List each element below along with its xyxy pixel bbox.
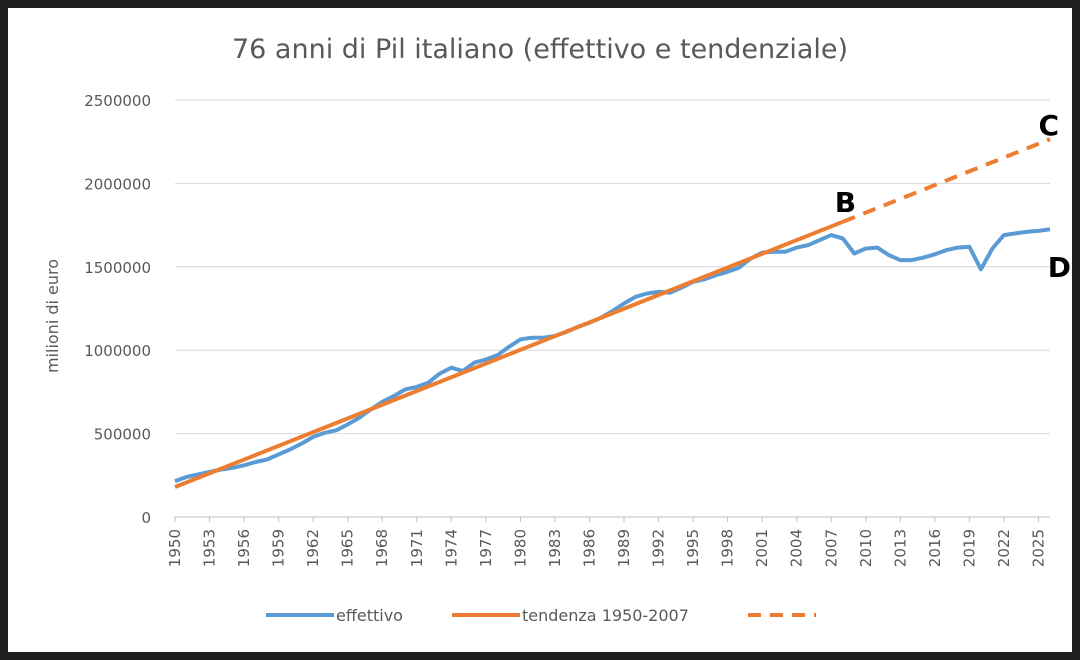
x-tick-label: 1962	[304, 529, 322, 567]
series-line-tendenza	[174, 219, 844, 489]
y-tick-label: 2000000	[84, 175, 151, 193]
y-axis-label: milioni di euro	[43, 259, 62, 373]
legend-label: effettivo	[336, 606, 403, 625]
grid-lines	[175, 99, 1050, 518]
annotation-c: C	[1038, 109, 1059, 142]
x-tick-label: 2025	[1029, 529, 1047, 567]
chart-frame: 76 anni di Pil italiano (effettivo e ten…	[8, 8, 1072, 652]
annotation-d: D	[1048, 251, 1071, 284]
x-tick-label: 1950	[166, 529, 184, 567]
x-tick-label: 1986	[580, 529, 598, 567]
x-tick-label: 1959	[270, 529, 288, 567]
x-tick-label: 1989	[615, 529, 633, 567]
x-tick-label: 1992	[650, 529, 668, 567]
legend: effettivo tendenza 1950-2007	[266, 606, 816, 625]
x-tick-label: 2019	[960, 529, 978, 567]
x-tick-label: 1980	[511, 529, 529, 567]
series-line-effettivo	[174, 227, 1051, 483]
y-axis-ticks: 0 500000 1000000 1500000 2000000 2500000	[84, 92, 151, 527]
x-tick-label: 1968	[373, 529, 391, 567]
x-tick-label: 1953	[201, 529, 219, 567]
x-tick-label: 1956	[235, 529, 253, 567]
legend-label: tendenza 1950-2007	[522, 606, 689, 625]
y-tick-label: 0	[141, 509, 151, 527]
x-tick-label: 2016	[926, 529, 944, 567]
x-tick-label: 1971	[408, 529, 426, 567]
y-tick-label: 1000000	[84, 342, 151, 360]
y-tick-label: 2500000	[84, 92, 151, 110]
x-tick-label: 1977	[477, 529, 495, 567]
x-tick-label: 2007	[822, 529, 840, 567]
annotation-b: B	[835, 186, 856, 219]
x-tick-label: 1965	[339, 529, 357, 567]
series-lines	[174, 137, 1051, 489]
series-line-dashed-trend	[842, 137, 1051, 224]
x-axis-ticks: 1950 1953 1956 1959 1962 1965 1968 1971 1974 1977…	[166, 517, 1047, 567]
x-tick-label: 1998	[719, 529, 737, 567]
x-tick-label: 2001	[753, 529, 771, 567]
x-tick-label: 2010	[857, 529, 875, 567]
x-tick-label: 2004	[788, 529, 806, 567]
y-tick-label: 500000	[94, 426, 151, 444]
line-chart: 76 anni di Pil italiano (effettivo e ten…	[43, 34, 1071, 625]
x-tick-label: 2013	[891, 529, 909, 567]
x-tick-label: 2022	[995, 529, 1013, 567]
x-tick-label: 1983	[546, 529, 564, 567]
annotations: B C D	[835, 109, 1071, 284]
x-tick-label: 1974	[442, 529, 460, 567]
chart-title: 76 anni di Pil italiano (effettivo e ten…	[232, 34, 848, 65]
x-tick-label: 1995	[684, 529, 702, 567]
y-tick-label: 1500000	[84, 259, 151, 277]
